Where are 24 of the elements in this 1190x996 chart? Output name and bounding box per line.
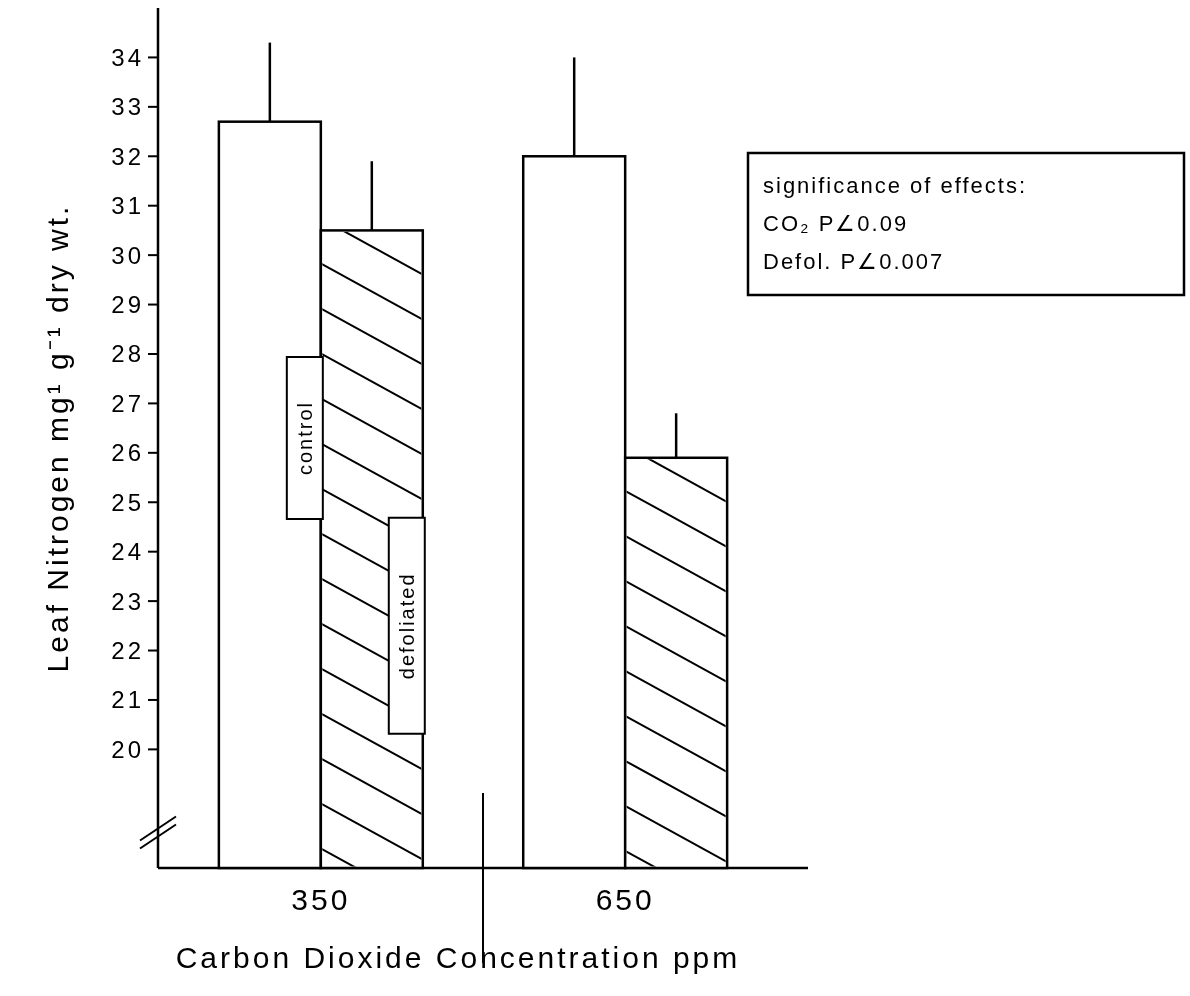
annotation: CO₂ P∠0.09 — [763, 211, 909, 236]
y-tick-label: 30 — [111, 241, 144, 269]
annotation: significance of effects: — [763, 173, 1028, 198]
x-tick-label: 650 — [595, 883, 655, 916]
y-tick-label: 28 — [111, 340, 144, 368]
y-axis-title: Leaf Nitrogen mg¹ g⁻¹ dry wt. — [41, 203, 74, 673]
y-tick-label: 34 — [111, 43, 144, 71]
y-tick-label: 33 — [111, 93, 144, 121]
y-tick-label: 20 — [111, 735, 144, 763]
y-tick-label: 21 — [111, 686, 144, 714]
y-tick-label: 24 — [111, 538, 144, 566]
x-tick-label: 350 — [291, 883, 351, 916]
y-tick-label: 31 — [111, 192, 144, 220]
y-tick-label: 32 — [111, 142, 144, 170]
x-axis-title: Carbon Dioxide Concentration ppm — [175, 941, 741, 974]
annotation: Defol. P∠0.007 — [763, 249, 945, 274]
series-label: defoliated — [395, 572, 418, 680]
y-tick-label: 26 — [111, 439, 144, 467]
y-tick-label: 22 — [111, 637, 144, 665]
series-label: control — [293, 400, 316, 476]
y-tick-label: 27 — [111, 389, 144, 417]
y-tick-label: 25 — [111, 488, 144, 516]
y-tick-label: 29 — [111, 291, 144, 319]
y-tick-label: 23 — [111, 587, 144, 615]
